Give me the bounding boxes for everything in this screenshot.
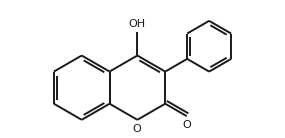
Text: O: O [183, 120, 192, 130]
Text: O: O [132, 124, 141, 134]
Text: OH: OH [129, 19, 146, 29]
